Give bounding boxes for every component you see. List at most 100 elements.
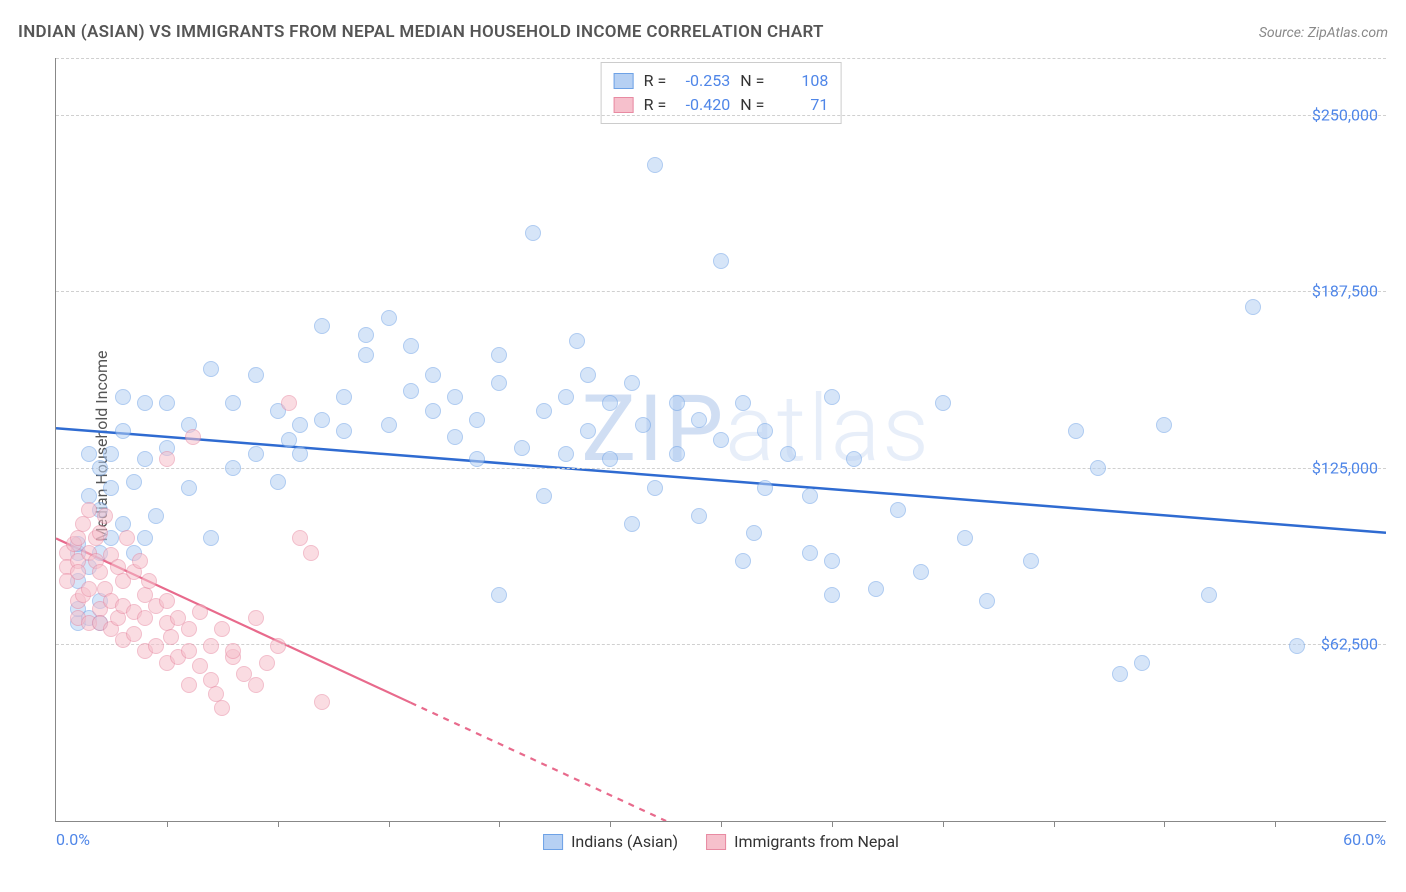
- data-point: [192, 658, 208, 674]
- data-point: [159, 395, 175, 411]
- data-point: [181, 480, 197, 496]
- trend-line: [411, 703, 666, 821]
- watermark: ZIPatlas: [581, 375, 931, 482]
- data-point: [270, 474, 286, 490]
- source-attribution: Source: ZipAtlas.com: [1259, 25, 1388, 41]
- y-tick-label: $62,500: [1321, 635, 1378, 654]
- stat-label: N =: [740, 93, 764, 117]
- data-point: [292, 446, 308, 462]
- data-point: [314, 318, 330, 334]
- data-point: [890, 502, 906, 518]
- legend-swatch: [543, 834, 563, 850]
- data-point: [602, 451, 618, 467]
- data-point: [70, 564, 86, 580]
- data-point: [1245, 299, 1261, 315]
- stat-value: 108: [774, 69, 828, 93]
- x-tick: [1164, 821, 1165, 827]
- data-point: [824, 389, 840, 405]
- data-point: [580, 423, 596, 439]
- data-point: [491, 587, 507, 603]
- stat-label: R =: [644, 69, 667, 93]
- x-tick: [278, 821, 279, 827]
- data-point: [225, 395, 241, 411]
- legend-item: Immigrants from Nepal: [706, 832, 899, 851]
- data-point: [115, 389, 131, 405]
- correlation-legend-row: R =-0.253N =108: [614, 69, 829, 93]
- data-point: [119, 530, 135, 546]
- data-point: [126, 474, 142, 490]
- x-tick: [943, 821, 944, 827]
- stat-value: 71: [774, 93, 828, 117]
- data-point: [97, 508, 113, 524]
- data-point: [491, 347, 507, 363]
- data-point: [957, 530, 973, 546]
- data-point: [824, 587, 840, 603]
- legend-item: Indians (Asian): [543, 832, 678, 851]
- scatter-plot-area: ZIPatlas R =-0.253N =108R =-0.420N =71 I…: [55, 58, 1386, 822]
- data-point: [1201, 587, 1217, 603]
- data-point: [757, 423, 773, 439]
- data-point: [225, 460, 241, 476]
- data-point: [81, 502, 97, 518]
- data-point: [935, 395, 951, 411]
- data-point: [148, 508, 164, 524]
- data-point: [163, 629, 179, 645]
- data-point: [185, 429, 201, 445]
- data-point: [403, 338, 419, 354]
- data-point: [425, 367, 441, 383]
- data-point: [536, 488, 552, 504]
- legend-label: Indians (Asian): [571, 832, 678, 851]
- data-point: [281, 395, 297, 411]
- data-point: [358, 327, 374, 343]
- data-point: [303, 545, 319, 561]
- data-point: [569, 333, 585, 349]
- data-point: [1289, 638, 1305, 654]
- data-point: [248, 610, 264, 626]
- data-point: [259, 655, 275, 671]
- data-point: [780, 446, 796, 462]
- data-point: [979, 593, 995, 609]
- data-point: [314, 412, 330, 428]
- data-point: [647, 157, 663, 173]
- data-point: [624, 375, 640, 391]
- data-point: [624, 516, 640, 532]
- data-point: [691, 508, 707, 524]
- data-point: [403, 383, 419, 399]
- data-point: [802, 488, 818, 504]
- data-point: [126, 626, 142, 642]
- y-tick-label: $187,500: [1312, 282, 1378, 301]
- data-point: [1134, 655, 1150, 671]
- data-point: [1068, 423, 1084, 439]
- x-tick: [1275, 821, 1276, 827]
- watermark-prefix: ZIP: [581, 375, 725, 482]
- data-point: [802, 545, 818, 561]
- data-point: [691, 412, 707, 428]
- stat-label: R =: [644, 93, 667, 117]
- data-point: [159, 593, 175, 609]
- data-point: [132, 553, 148, 569]
- data-point: [248, 446, 264, 462]
- x-tick: [832, 821, 833, 827]
- y-tick-label: $250,000: [1312, 105, 1378, 124]
- data-point: [181, 643, 197, 659]
- data-point: [281, 432, 297, 448]
- stat-label: N =: [740, 69, 764, 93]
- data-point: [525, 225, 541, 241]
- gridline-h: [56, 644, 1386, 645]
- data-point: [81, 446, 97, 462]
- data-point: [602, 395, 618, 411]
- data-point: [203, 361, 219, 377]
- data-point: [713, 253, 729, 269]
- data-point: [336, 389, 352, 405]
- x-tick-label: 60.0%: [1343, 830, 1386, 849]
- x-tick: [1054, 821, 1055, 827]
- data-point: [137, 530, 153, 546]
- data-point: [70, 530, 86, 546]
- data-point: [214, 621, 230, 637]
- data-point: [580, 367, 596, 383]
- data-point: [558, 389, 574, 405]
- data-point: [447, 429, 463, 445]
- legend-swatch: [614, 97, 634, 113]
- data-point: [735, 395, 751, 411]
- gridline-h: [56, 58, 1386, 59]
